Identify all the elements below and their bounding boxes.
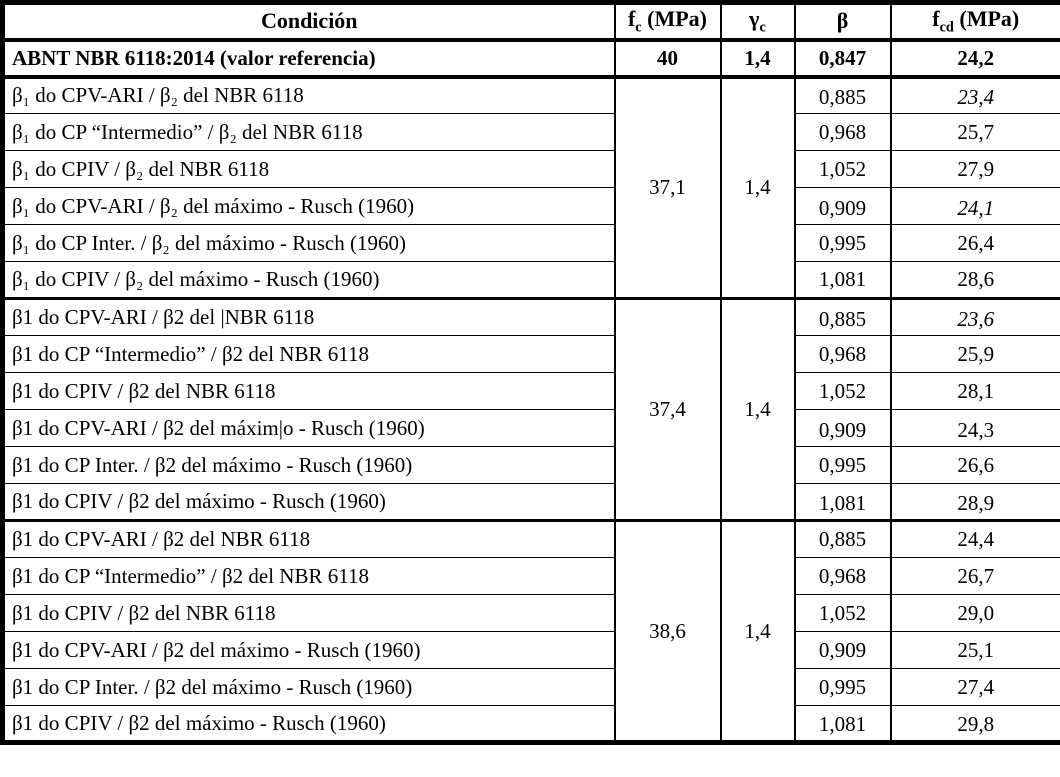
data-row: β₁ do CP “Intermedio” / β₂ del NBR 6118 0…	[1, 113, 1060, 151]
condition-cell: β1 do CP “Intermedio” / β2 del NBR 6118	[1, 557, 616, 595]
header-condicion-label: Condición	[260, 8, 358, 34]
condition-cell: β1 do CPIV / β2 del máximo - Rusch (1960…	[1, 705, 616, 743]
reference-fcd-cell: 24,2	[889, 39, 1060, 79]
results-table: Condición fc (MPa) γc β fcd (MPa) ABNT N…	[0, 0, 1060, 745]
data-row: β1 do CPIV / β2 del NBR 6118 1,052 28,1	[1, 372, 1060, 410]
beta-cell: 0,968	[793, 557, 892, 595]
data-row: β1 do CPV-ARI / β2 del |NBR 6118 37,4 1,4 0…	[1, 297, 1060, 521]
fc-merged-cell: 38,6	[613, 519, 722, 743]
data-row: β1 do CP Inter. / β2 del máximo - Rusch …	[1, 446, 1060, 484]
data-row: β₁ do CPV-ARI / β₂ del máximo - Rusch (1…	[1, 187, 1060, 225]
fcd-cell: 28,1	[889, 372, 1060, 410]
fc-merged-cell: 37,1	[613, 75, 722, 299]
gamma-merged-cell: 1,4	[719, 75, 796, 299]
condition-cell: β₁ do CPV-ARI / β₂ del NBR 6118	[1, 75, 616, 114]
fcd-cell: 26,6	[889, 446, 1060, 484]
condition-cell: β1 do CPV-ARI / β2 del máximo - Rusch (1…	[1, 631, 616, 669]
condition-cell: β₁ do CPIV / β₂ del máximo - Rusch (1960…	[1, 261, 616, 299]
header-condicion: Condición	[1, 2, 616, 42]
beta-cell: 0,968	[793, 113, 892, 151]
beta-cell: 1,052	[793, 372, 892, 410]
beta-cell: 0,885	[793, 519, 892, 558]
beta-cell: 0,968	[793, 335, 892, 373]
condition-cell: β₁ do CP Inter. / β₂ del máximo - Rusch …	[1, 224, 616, 262]
fcd-cell: 25,1	[889, 631, 1060, 669]
header-fcd: fcd (MPa)	[889, 2, 1060, 42]
header-gamma: γc	[719, 2, 796, 42]
data-row: β1 do CPIV / β2 del máximo - Rusch (1960…	[1, 705, 1060, 743]
beta-cell: 0,995	[793, 446, 892, 484]
data-row: β1 do CPIV / β2 del máximo - Rusch (1960…	[1, 483, 1060, 521]
condition-cell: β1 do CPIV / β2 del NBR 6118	[1, 594, 616, 632]
gamma-merged-cell: 1,4	[719, 519, 796, 743]
data-row: β1 do CPV-ARI / β2 del NBR 6118 38,6 1,4 0,…	[1, 519, 1060, 743]
fc-merged-cell: 37,4	[613, 297, 722, 521]
fcd-cell: 26,4	[889, 224, 1060, 262]
condition-cell: β1 do CPIV / β2 del NBR 6118	[1, 372, 616, 410]
fcd-cell: 27,4	[889, 668, 1060, 706]
condition-cell: β1 do CP Inter. / β2 del máximo - Rusch …	[1, 668, 616, 706]
beta-cell: 0,909	[793, 409, 892, 447]
fcd-cell: 29,8	[889, 705, 1060, 743]
data-row: β1 do CPV-ARI / β2 del máximo - Rusch (1…	[1, 631, 1060, 669]
condition-cell: β1 do CPV-ARI / β2 del máxim|o - Rusch (…	[1, 409, 616, 447]
beta-cell: 0,909	[793, 631, 892, 669]
data-row: β₁ do CPIV / β₂ del NBR 6118 1,052 27,9	[1, 150, 1060, 188]
beta-cell: 0,885	[793, 297, 892, 336]
condition-cell: β1 do CPIV / β2 del máximo - Rusch (1960…	[1, 483, 616, 521]
fcd-cell: 28,9	[889, 483, 1060, 521]
reference-condition-cell: ABNT NBR 6118:2014 (valor referencia)	[1, 39, 616, 79]
header-fc: fc (MPa)	[613, 2, 722, 42]
fcd-cell: 29,0	[889, 594, 1060, 632]
reference-gamma-cell: 1,4	[719, 39, 796, 79]
beta-cell: 0,995	[793, 668, 892, 706]
beta-cell: 1,052	[793, 594, 892, 632]
header-row: Condición fc (MPa) γc β fcd (MPa)	[1, 2, 1060, 42]
beta-cell: 1,081	[793, 261, 892, 299]
condition-cell: β₁ do CPIV / β₂ del NBR 6118	[1, 150, 616, 188]
fcd-cell: 25,7	[889, 113, 1060, 151]
fcd-cell: 24,3	[889, 409, 1060, 447]
condition-cell: β1 do CPV-ARI / β2 del |NBR 6118	[1, 297, 616, 336]
condition-cell: β₁ do CPV-ARI / β₂ del máximo - Rusch (1…	[1, 187, 616, 225]
data-row: β1 do CPIV / β2 del NBR 6118 1,052 29,0	[1, 594, 1060, 632]
data-row: β1 do CP “Intermedio” / β2 del NBR 6118 0…	[1, 335, 1060, 373]
data-row: β₁ do CP Inter. / β₂ del máximo - Rusch …	[1, 224, 1060, 262]
beta-cell: 0,995	[793, 224, 892, 262]
data-row: β₁ do CPIV / β₂ del máximo - Rusch (1960…	[1, 261, 1060, 299]
gamma-merged-cell: 1,4	[719, 297, 796, 521]
fcd-cell: 23,4	[889, 75, 1060, 114]
data-row: β1 do CP Inter. / β2 del máximo - Rusch …	[1, 668, 1060, 706]
fcd-cell: 24,1	[889, 187, 1060, 225]
fcd-cell: 23,6	[889, 297, 1060, 336]
condition-cell: β1 do CP “Intermedio” / β2 del NBR 6118	[1, 335, 616, 373]
condition-cell: β₁ do CP “Intermedio” / β₂ del NBR 6118	[1, 113, 616, 151]
fcd-cell: 24,4	[889, 519, 1060, 558]
reference-beta-cell: 0,847	[793, 39, 892, 79]
reference-row: ABNT NBR 6118:2014 (valor referencia) 40…	[1, 39, 1060, 79]
data-row: β1 do CP “Intermedio” / β2 del NBR 6118 0…	[1, 557, 1060, 595]
fcd-cell: 28,6	[889, 261, 1060, 299]
fcd-cell: 26,7	[889, 557, 1060, 595]
data-row: β1 do CPV-ARI / β2 del máxim|o - Rusch (…	[1, 409, 1060, 447]
fcd-cell: 25,9	[889, 335, 1060, 373]
fcd-cell: 27,9	[889, 150, 1060, 188]
beta-cell: 0,885	[793, 75, 892, 114]
header-beta: β	[793, 2, 892, 42]
beta-cell: 0,909	[793, 187, 892, 225]
condition-cell: β1 do CP Inter. / β2 del máximo - Rusch …	[1, 446, 616, 484]
data-row: β₁ do CPV-ARI / β₂ del NBR 6118 37,1 1,4 0,…	[1, 75, 1060, 299]
beta-cell: 1,081	[793, 483, 892, 521]
reference-fc-cell: 40	[613, 39, 722, 79]
condition-cell: β1 do CPV-ARI / β2 del NBR 6118	[1, 519, 616, 558]
beta-cell: 1,052	[793, 150, 892, 188]
beta-cell: 1,081	[793, 705, 892, 743]
